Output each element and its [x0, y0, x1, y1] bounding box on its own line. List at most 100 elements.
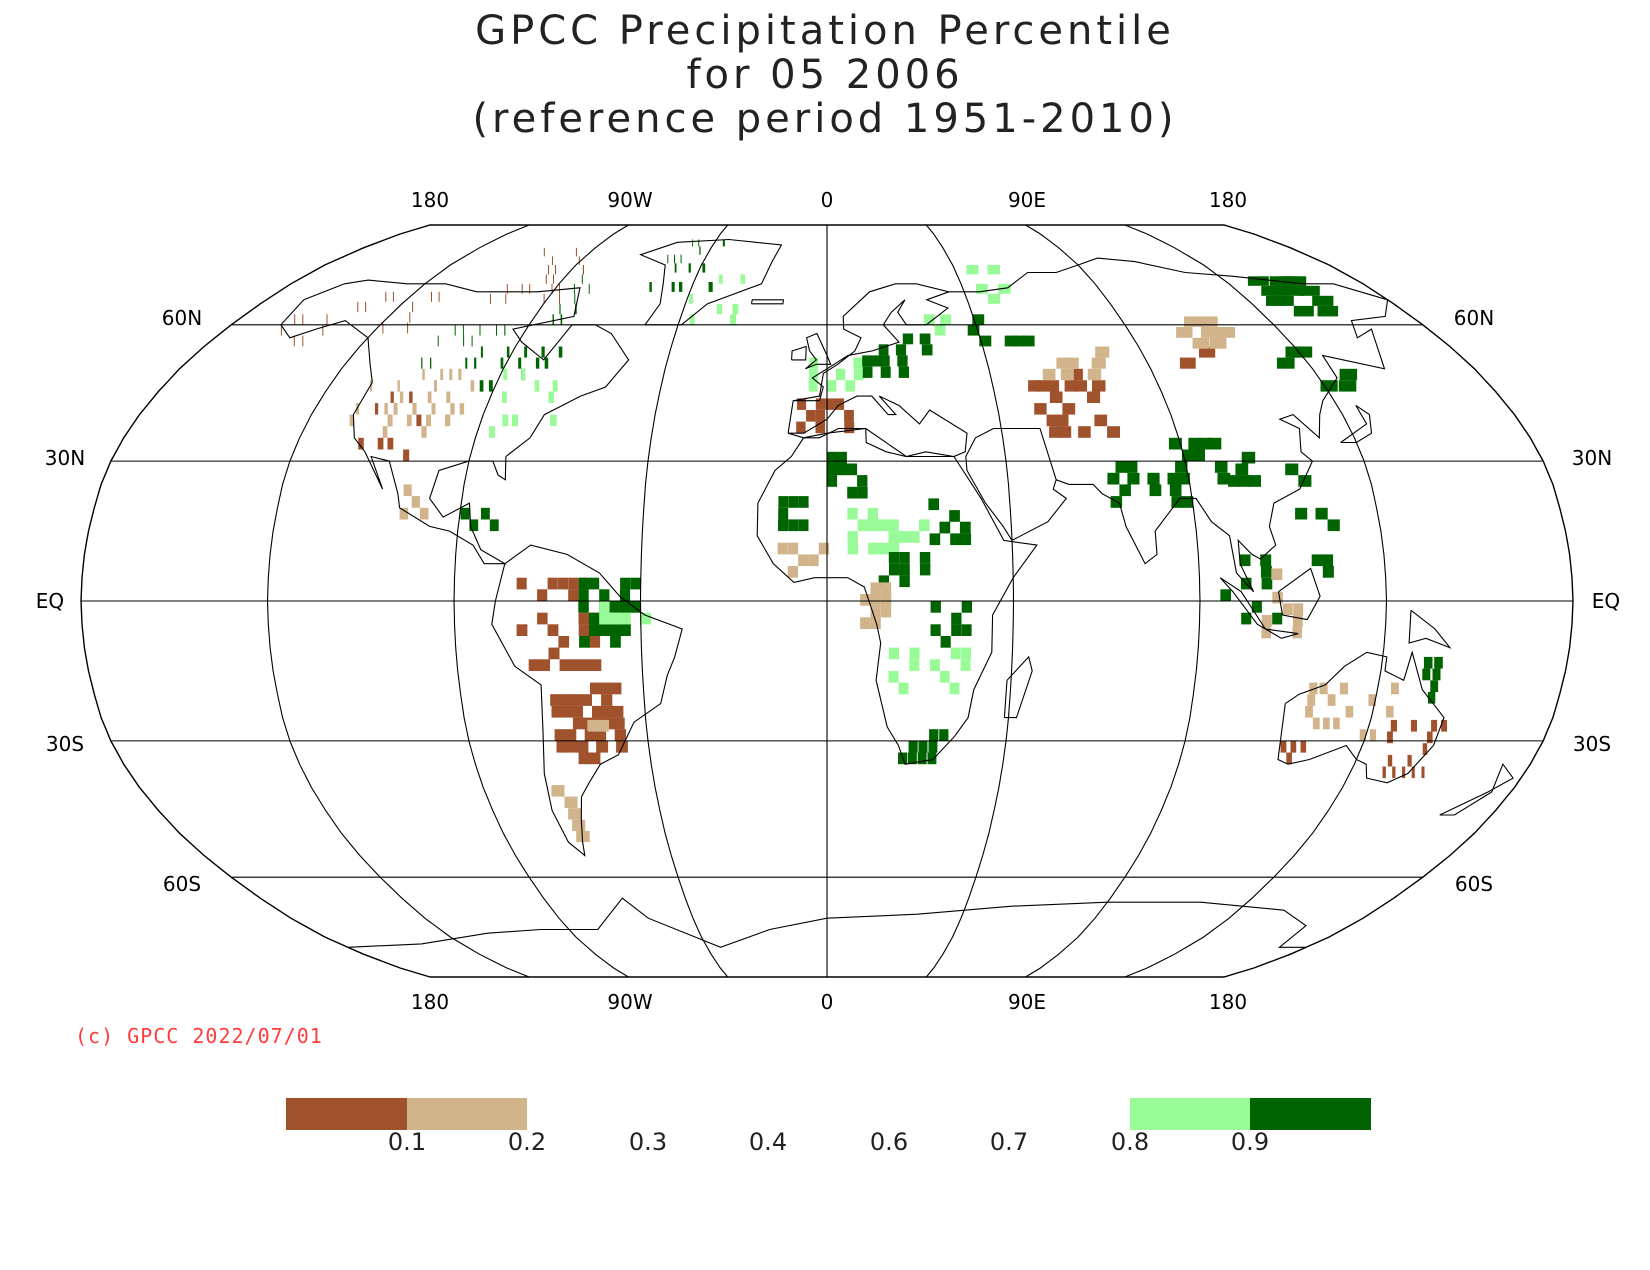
- bottom-lon-label-90e: 90E: [1008, 990, 1046, 1014]
- percentile-cell: [1169, 484, 1182, 497]
- percentile-cell: [919, 563, 931, 576]
- meridian-line: [639, 224, 729, 978]
- percentile-cell: [427, 391, 432, 403]
- percentile-cell: [390, 391, 394, 403]
- coastline-path: [756, 427, 1038, 765]
- percentile-cell: [349, 414, 354, 427]
- percentile-cell: [854, 368, 864, 381]
- percentile-cell: [867, 519, 879, 532]
- percentile-cell: [438, 291, 440, 302]
- percentile-cell: [1073, 380, 1087, 392]
- percentile-cell: [570, 694, 582, 706]
- percentile-cell: [972, 314, 985, 325]
- percentile-cell: [847, 542, 858, 555]
- percentile-cell: [928, 498, 939, 511]
- percentile-cell: [601, 694, 613, 706]
- legend-swatch-below-0.1: [286, 1098, 407, 1130]
- percentile-cell: [1359, 729, 1367, 741]
- percentile-cell: [1119, 484, 1131, 497]
- percentile-cell: [1292, 626, 1302, 639]
- percentile-cell: [1214, 461, 1228, 473]
- percentile-cell: [479, 324, 481, 336]
- percentile-cell: [860, 594, 871, 606]
- percentile-cell: [387, 437, 394, 450]
- percentile-cell: [426, 414, 432, 427]
- left-lat-label-60n: 60N: [162, 306, 202, 330]
- percentile-cell: [778, 519, 789, 532]
- percentile-cell: [409, 391, 413, 403]
- percentile-cell: [708, 282, 713, 292]
- percentile-cell: [837, 463, 848, 476]
- bottom-lon-label-90w: 90W: [607, 990, 652, 1014]
- percentile-cell: [578, 589, 589, 601]
- percentile-cell: [1284, 276, 1307, 286]
- coastline-path: [491, 544, 683, 857]
- percentile-cell: [1294, 346, 1313, 358]
- percentile-cell: [798, 496, 809, 508]
- percentile-cell: [1198, 437, 1212, 450]
- percentile-cell: [582, 265, 584, 275]
- meridian-line: [1124, 224, 1388, 978]
- percentile-cell: [961, 647, 971, 660]
- percentile-cell: [928, 740, 938, 753]
- percentile-cell: [590, 682, 602, 695]
- percentile-cell: [535, 357, 540, 369]
- percentile-cell: [1181, 449, 1196, 462]
- percentile-cell: [462, 324, 464, 336]
- percentile-cell: [888, 670, 899, 683]
- percentile-cell: [578, 577, 589, 590]
- percentile-cell: [1273, 295, 1294, 306]
- percentile-cell: [836, 451, 847, 464]
- graticule: [81, 224, 1573, 978]
- percentile-cell: [528, 659, 540, 671]
- percentile-cell: [847, 486, 858, 499]
- legend-label-0.3: 0.3: [628, 1128, 668, 1156]
- percentile-cell: [589, 577, 600, 590]
- percentile-cell: [1261, 577, 1273, 590]
- percentile-cell: [680, 254, 682, 264]
- percentile-cell: [923, 314, 935, 325]
- percentile-cell: [550, 694, 562, 706]
- percentile-cell: [1431, 719, 1438, 732]
- percentile-cell: [1107, 472, 1120, 485]
- percentile-cell: [815, 398, 826, 410]
- percentile-cell: [1064, 380, 1078, 392]
- percentile-cell: [919, 333, 931, 345]
- percentile-cell: [558, 577, 569, 590]
- percentile-cell: [1410, 719, 1417, 732]
- percentile-cell: [1260, 554, 1272, 567]
- percentile-cell: [667, 254, 669, 264]
- percentile-cell: [422, 368, 425, 381]
- top-lon-label-0: 0: [821, 188, 834, 212]
- percentile-cell: [1307, 694, 1316, 706]
- percentile-cell: [1028, 380, 1041, 392]
- percentile-cell: [1091, 357, 1106, 369]
- percentile-cell: [961, 601, 972, 613]
- percentile-cell: [553, 274, 554, 284]
- percentile-cell: [844, 421, 855, 434]
- percentile-cell: [471, 335, 473, 347]
- percentile-cell: [1125, 461, 1138, 473]
- percentile-cell: [1322, 554, 1334, 567]
- percentile-cell: [356, 403, 360, 415]
- percentile-cell: [548, 391, 554, 403]
- legend-label-0.7: 0.7: [989, 1128, 1029, 1156]
- percentile-cell: [1298, 285, 1320, 296]
- percentile-cell: [870, 582, 881, 595]
- percentile-cell: [587, 719, 599, 732]
- percentile-cell: [1333, 717, 1340, 730]
- percentile-cell: [545, 274, 547, 284]
- percentile-cell: [465, 357, 468, 369]
- percentile-cell: [778, 496, 789, 508]
- percentile-cell: [547, 624, 559, 636]
- percentile-cell: [930, 601, 941, 613]
- percentile-cell: [827, 380, 837, 392]
- percentile-cell: [558, 346, 563, 358]
- percentile-cell: [1272, 612, 1283, 625]
- percentile-cell: [578, 601, 589, 613]
- percentile-cell: [521, 283, 523, 294]
- percentile-cell: [358, 437, 364, 450]
- percentile-cell: [548, 265, 549, 275]
- percentile-cell: [610, 682, 622, 695]
- percentile-cell: [490, 293, 491, 304]
